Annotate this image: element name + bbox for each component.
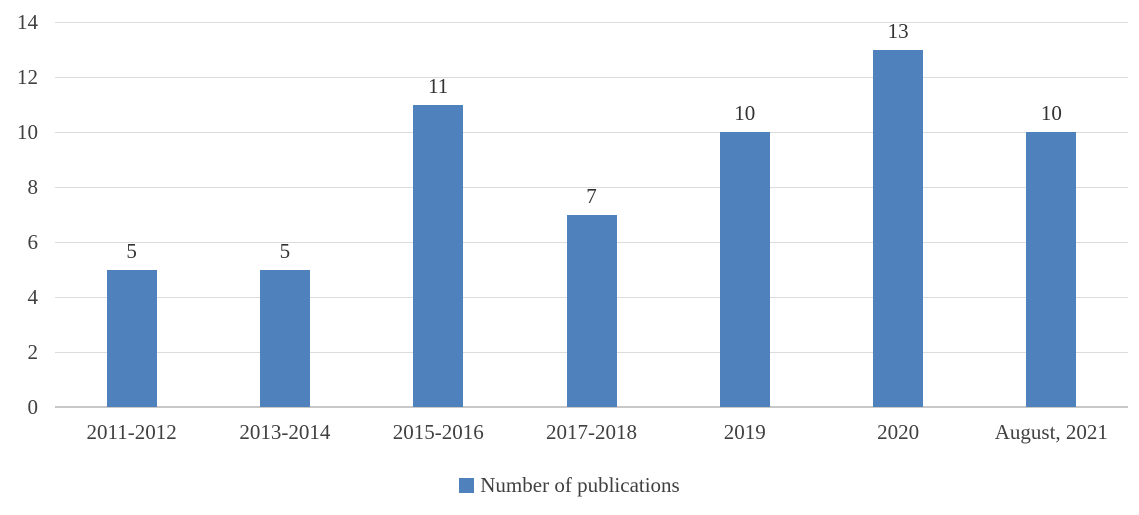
bar-value-label: 13 [887, 18, 909, 43]
x-tick-label: 2020 [877, 420, 920, 444]
bar [873, 49, 924, 407]
y-tick-label: 4 [27, 285, 39, 309]
y-tick-label: 2 [27, 340, 39, 364]
bar-value-label: 10 [1040, 101, 1062, 125]
bar-value-label: 10 [734, 101, 756, 125]
y-tick-label: 10 [17, 120, 38, 144]
legend-label: Number of publications [480, 472, 680, 497]
x-tick-label: August, 2021 [994, 420, 1108, 444]
x-tick-label: 2013-2014 [239, 420, 331, 444]
y-tick-label: 0 [27, 395, 39, 419]
x-tick-label: 2017-2018 [546, 420, 637, 444]
bar [566, 214, 617, 407]
gridline [55, 76, 1128, 78]
bar-value-label: 5 [126, 238, 137, 263]
bar [106, 269, 157, 407]
plot-area: 5 5 11 7 10 13 10 [55, 19, 1128, 408]
bar [1026, 132, 1077, 407]
legend-swatch-icon [459, 477, 475, 493]
gridline [55, 186, 1128, 188]
bar [413, 104, 464, 407]
bar-value-label: 5 [279, 238, 291, 263]
gridline [55, 21, 1128, 23]
x-tick-label: 2015-2016 [392, 420, 484, 444]
x-tick-label: 2019 [723, 420, 766, 444]
gridline [55, 131, 1128, 133]
y-tick-label: 12 [17, 65, 38, 89]
bar [259, 269, 310, 407]
y-tick-label: 14 [17, 10, 38, 34]
x-axis-labels: 2011-2012 2013-2014 2015-2016 2017-2018 2019… [55, 420, 1128, 450]
x-axis-line [55, 406, 1128, 408]
bar [719, 132, 770, 407]
bar-value-label: 7 [586, 183, 597, 208]
y-tick-label: 6 [27, 230, 39, 254]
bar-value-label: 11 [428, 73, 449, 98]
x-tick-label: 2011-2012 [86, 420, 177, 444]
y-tick-label: 8 [27, 175, 39, 199]
legend: Number of publications [0, 472, 1139, 498]
bars: 5 5 11 7 10 13 10 [55, 19, 1128, 407]
y-axis-labels: 0 2 4 6 8 10 12 14 [0, 10, 39, 419]
